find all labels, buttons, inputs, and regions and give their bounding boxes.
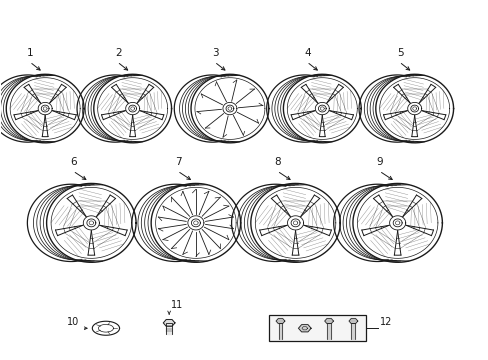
Text: 12: 12 [379,317,391,327]
Text: 1: 1 [27,48,34,58]
Text: 5: 5 [396,48,403,58]
Text: 3: 3 [212,48,218,58]
Text: 8: 8 [274,157,281,167]
Polygon shape [348,319,357,324]
Polygon shape [324,319,333,324]
Text: 6: 6 [70,157,77,167]
Bar [268,315,366,341]
Polygon shape [278,323,282,338]
Polygon shape [351,323,355,338]
Text: 2: 2 [115,48,121,58]
Polygon shape [298,325,310,332]
Text: 4: 4 [304,48,310,58]
Polygon shape [276,319,285,324]
Polygon shape [166,323,172,334]
Polygon shape [163,320,175,326]
Text: 10: 10 [67,317,80,327]
Polygon shape [326,323,330,338]
Text: 9: 9 [376,157,383,167]
Text: 7: 7 [175,157,182,167]
Text: 11: 11 [170,300,183,310]
